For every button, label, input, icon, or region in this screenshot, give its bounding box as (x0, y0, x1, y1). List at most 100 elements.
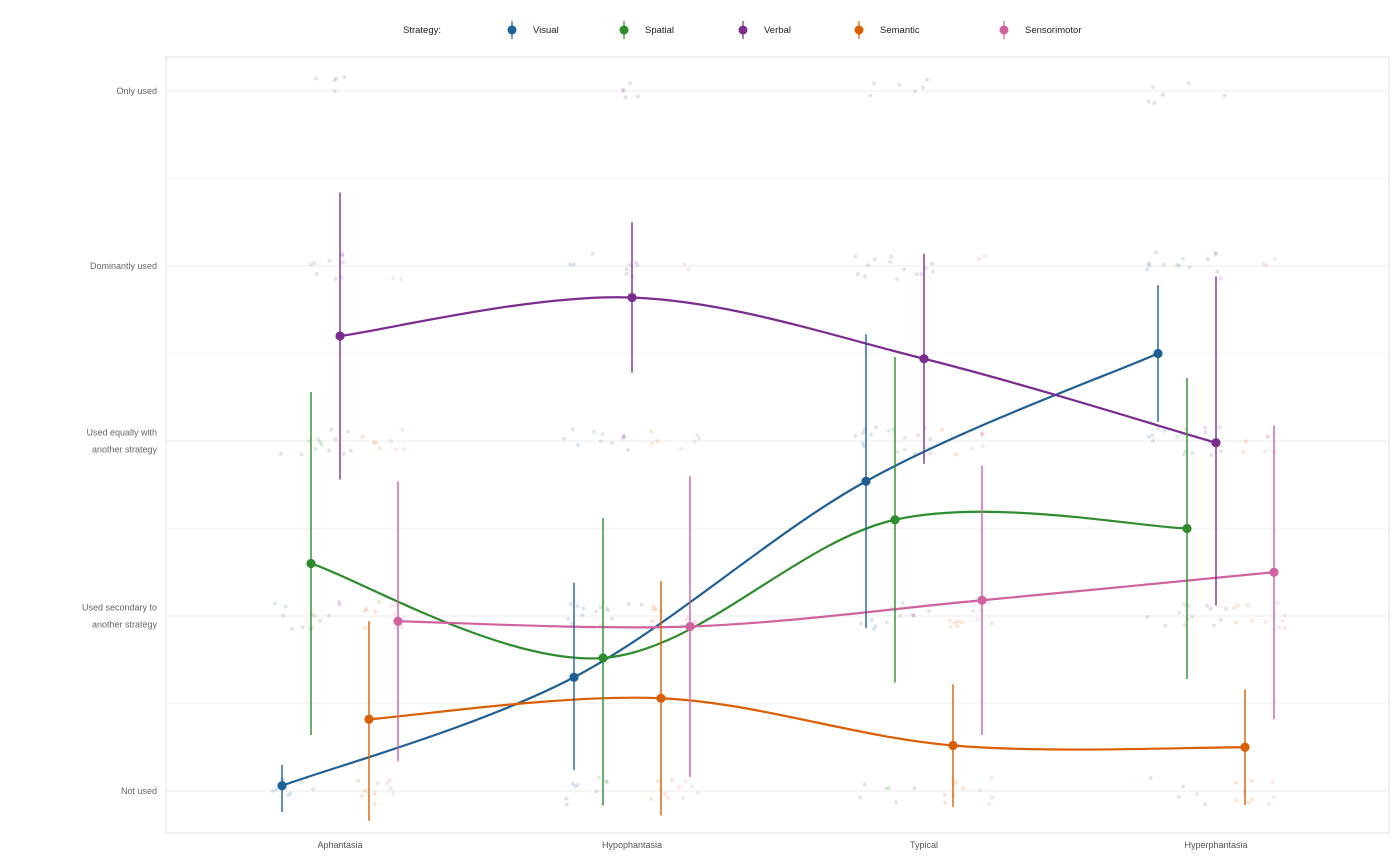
mean-point-spatial (598, 653, 608, 663)
raw-response-dot (639, 602, 644, 607)
raw-response-dot (372, 802, 377, 807)
raw-response-dot (621, 434, 626, 439)
raw-response-dot (598, 439, 603, 444)
raw-response-dot (1266, 801, 1271, 806)
mean-point-visual (277, 781, 287, 791)
raw-response-dot (363, 789, 368, 794)
raw-response-dot (1175, 262, 1180, 267)
raw-response-dot (656, 779, 661, 784)
raw-response-dot (911, 612, 916, 617)
raw-response-dot (1205, 603, 1210, 608)
raw-response-dot (873, 624, 878, 629)
raw-response-dot (666, 795, 671, 800)
raw-response-dot (894, 277, 899, 282)
raw-response-dot (930, 269, 935, 274)
raw-response-dot (360, 434, 365, 439)
raw-response-dot (569, 621, 574, 626)
raw-response-dot (1249, 618, 1254, 623)
raw-response-dot (692, 440, 697, 445)
raw-response-dot (362, 608, 367, 613)
raw-response-dot (669, 778, 674, 783)
raw-response-dot (371, 440, 376, 445)
raw-response-dot (314, 271, 319, 276)
raw-response-dot (376, 600, 381, 605)
raw-response-dot (955, 619, 960, 624)
raw-response-dot (653, 606, 658, 611)
raw-response-dot (635, 263, 640, 268)
y-axis: Not used Used secondary to another strateg… (82, 86, 158, 796)
raw-response-dot (889, 254, 894, 259)
raw-response-dot (869, 432, 874, 437)
raw-response-dot (401, 447, 406, 452)
raw-response-dot (858, 621, 863, 626)
raw-response-dot (948, 624, 953, 629)
raw-response-dot (695, 790, 700, 795)
raw-response-dot (1218, 276, 1223, 281)
raw-response-dot (373, 440, 378, 445)
raw-response-dot (1180, 256, 1185, 261)
raw-response-dot (874, 425, 879, 430)
raw-response-dot (299, 780, 304, 785)
mean-point-spatial (306, 558, 316, 569)
raw-response-dot (695, 433, 700, 438)
raw-response-dot (955, 624, 960, 629)
raw-response-dot (693, 619, 698, 624)
legend-key-point (619, 25, 629, 35)
raw-response-dot (312, 613, 317, 618)
raw-response-dot (373, 609, 378, 614)
raw-response-dot (628, 81, 633, 86)
raw-response-dot (1222, 93, 1227, 98)
raw-response-dot (1203, 802, 1208, 807)
raw-response-dot (1249, 778, 1254, 783)
raw-response-dot (894, 800, 899, 805)
raw-response-dot (327, 613, 332, 618)
raw-response-dot (869, 617, 874, 622)
raw-response-dot (316, 437, 321, 442)
raw-response-dot (942, 792, 947, 797)
legend-label: Semantic (880, 25, 920, 36)
raw-response-dot (980, 443, 985, 448)
raw-response-dot (1160, 92, 1165, 97)
raw-response-dot (609, 440, 614, 445)
raw-response-dot (1280, 619, 1285, 624)
raw-response-dot (1154, 250, 1159, 255)
raw-response-dot (390, 791, 395, 796)
raw-response-dot (1161, 262, 1166, 267)
raw-response-dot (1282, 625, 1287, 630)
mean-point-verbal (1211, 438, 1221, 448)
raw-response-dot (930, 261, 935, 266)
raw-response-dot (1151, 438, 1156, 443)
mean-point-semantic (948, 740, 958, 751)
raw-response-dot (593, 609, 598, 614)
raw-response-dot (891, 427, 896, 432)
raw-response-dot (327, 258, 332, 263)
raw-response-dot (1270, 779, 1275, 784)
raw-response-dot (1155, 426, 1160, 431)
raw-response-dot (1146, 99, 1151, 104)
mean-point-semantic (364, 714, 374, 724)
raw-response-dot (858, 795, 863, 800)
raw-response-dot (606, 608, 611, 613)
legend-item-semantic: Semantic (854, 21, 920, 39)
raw-response-dot (394, 603, 399, 608)
raw-response-dot (853, 434, 858, 439)
y-tick-label: Dominantly used (90, 261, 157, 271)
raw-response-dot (575, 782, 580, 787)
raw-response-dot (274, 787, 279, 792)
raw-response-dot (1245, 603, 1250, 608)
raw-response-dot (624, 267, 629, 272)
raw-response-dot (604, 606, 609, 611)
curve-spatial (310, 510, 1188, 660)
raw-response-dot (359, 793, 364, 798)
raw-response-dot (989, 795, 994, 800)
raw-response-dot (1218, 617, 1223, 622)
mean-point-verbal (627, 292, 637, 303)
raw-response-dot (1152, 101, 1157, 106)
raw-response-dot (1213, 250, 1218, 255)
raw-response-dot (940, 427, 945, 432)
raw-response-dot (960, 786, 965, 791)
raw-response-dot (1181, 452, 1186, 457)
grid (166, 90, 1389, 792)
raw-response-dot (979, 431, 984, 436)
